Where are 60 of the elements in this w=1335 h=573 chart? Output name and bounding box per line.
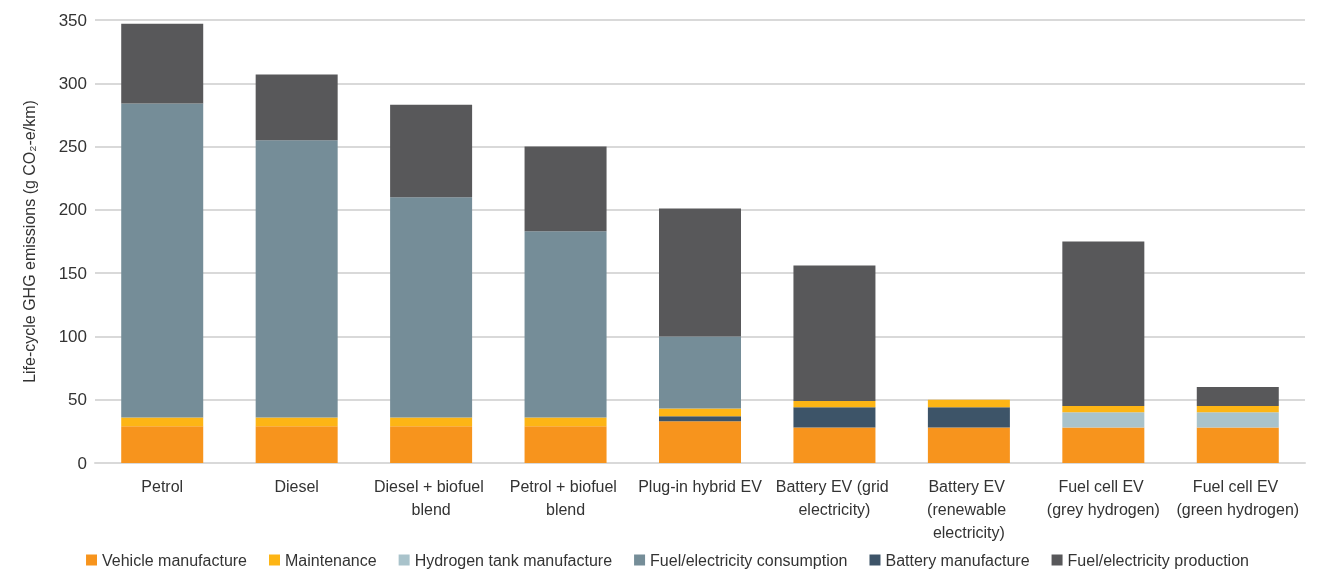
y-tick-label: 350	[58, 10, 87, 30]
bar	[927, 427, 1010, 463]
legend-label: Fuel/electricity production	[1067, 551, 1249, 569]
bar	[524, 417, 607, 427]
bar	[121, 103, 204, 418]
bar	[524, 426, 607, 463]
x-tick-label: Fuel cell EV (grey hydrogen)	[1046, 478, 1160, 518]
y-axis-title: Life-cycle GHG emissions (g CO₂-e/km)	[20, 100, 38, 383]
y-tick-label: 250	[58, 137, 87, 157]
bar	[793, 407, 876, 428]
bar	[659, 208, 741, 337]
bar	[121, 426, 204, 463]
x-tick-label: Petrol	[141, 478, 184, 495]
x-tick-label: Diesel + biofuel blend	[373, 478, 489, 518]
x-tick-label: Petrol + biofuel blend	[509, 478, 622, 518]
bar	[524, 146, 607, 232]
bar	[659, 336, 741, 409]
bar	[793, 427, 876, 463]
bar	[524, 231, 607, 418]
y-tick-label: 50	[68, 390, 87, 410]
legend-label: Maintenance	[285, 551, 377, 569]
bar	[1196, 387, 1279, 407]
bar	[255, 426, 338, 463]
x-tick-label: Battery EV (grid electricity)	[775, 478, 894, 518]
bar	[927, 407, 1010, 428]
bar	[255, 417, 338, 427]
bar	[121, 417, 204, 427]
bar	[1062, 406, 1145, 413]
bar	[390, 104, 473, 198]
bar	[390, 417, 473, 427]
bar	[390, 426, 473, 463]
y-tick-label: 200	[58, 200, 87, 220]
y-tick-label: 100	[58, 326, 87, 346]
bar	[1062, 241, 1145, 407]
bar	[1062, 412, 1145, 428]
x-tick-label: Diesel	[274, 478, 319, 495]
bar	[659, 421, 741, 463]
bar	[1196, 406, 1279, 413]
x-tick-label: Plug-in hybrid EV	[638, 478, 763, 495]
y-tick-label: 0	[77, 453, 87, 473]
bar	[1062, 427, 1145, 463]
bar	[927, 399, 1010, 408]
legend-label: Hydrogen tank manufacture	[414, 551, 613, 569]
x-tick-label: Battery EV (renewable electricity)	[927, 478, 1011, 541]
bar	[659, 408, 741, 417]
bar	[121, 23, 204, 104]
bar	[390, 197, 473, 418]
bar	[1196, 427, 1279, 463]
bar	[793, 265, 876, 401]
bar	[255, 74, 338, 141]
bar	[793, 400, 876, 408]
legend-label: Vehicle manufacture	[102, 551, 248, 569]
y-tick-label: 300	[58, 73, 87, 93]
legend-label: Fuel/electricity consumption	[650, 551, 848, 569]
bar	[1196, 412, 1279, 428]
x-tick-label: Fuel cell EV (green hydrogen)	[1176, 478, 1300, 518]
bar	[659, 416, 741, 422]
legend-label: Battery manufacture	[885, 551, 1030, 569]
y-tick-label: 150	[58, 263, 87, 283]
bar	[255, 140, 338, 418]
